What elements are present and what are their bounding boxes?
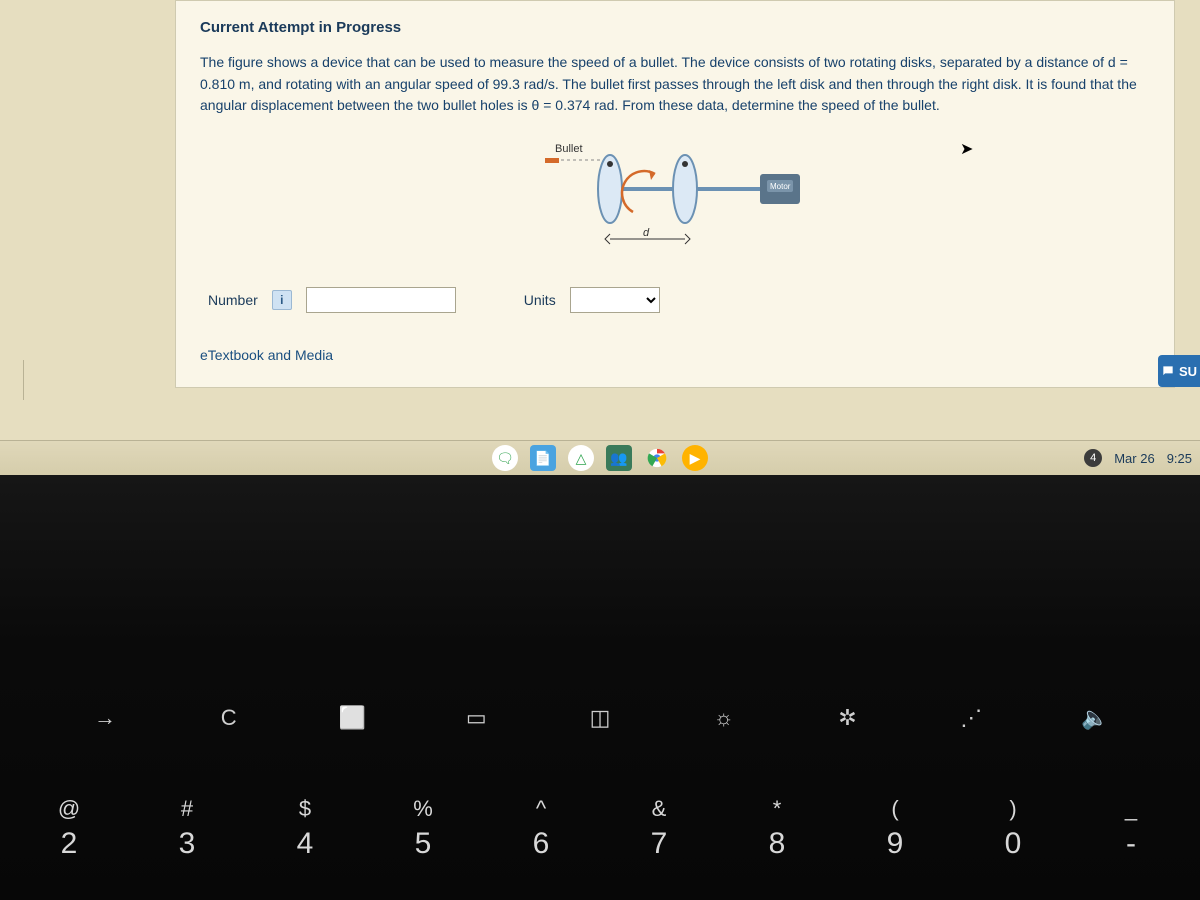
left-hole	[607, 161, 613, 167]
motor-label: Motor	[770, 182, 791, 191]
play-icon[interactable]: ▶	[682, 445, 708, 471]
number-label: Number	[208, 292, 258, 308]
rotation-arrow	[622, 171, 655, 212]
mouse-cursor-icon: ➤	[960, 139, 973, 159]
num-key: _-	[1081, 795, 1181, 863]
fn-key: ◫	[555, 705, 645, 731]
distance-label: d	[643, 227, 650, 239]
chat-icon	[1161, 364, 1175, 378]
attempt-status: Current Attempt in Progress	[200, 19, 1150, 36]
left-dock-fragment	[0, 360, 24, 400]
num-key: @2	[19, 795, 119, 863]
fn-key: 🔈	[1050, 705, 1140, 731]
drive-icon[interactable]: △	[568, 445, 594, 471]
taskbar-tray: 4 Mar 26 9:25	[1084, 449, 1192, 467]
figure-area: Bullet Motor	[200, 129, 1150, 269]
fn-key: ▭	[431, 705, 521, 731]
problem-statement: The figure shows a device that can be us…	[200, 52, 1150, 117]
num-key: )0	[963, 795, 1063, 863]
screen-area: Current Attempt in Progress The figure s…	[0, 0, 1200, 475]
number-input[interactable]	[306, 287, 456, 313]
function-key-row: → C ⬜ ▭ ◫ ☼ ✲ ⋰ 🔈	[60, 705, 1140, 731]
num-key: $4	[255, 795, 355, 863]
fn-key: C	[184, 705, 274, 731]
fn-key: ⬜	[308, 705, 398, 731]
bullet-label: Bullet	[555, 143, 583, 155]
dim-arrow-left	[605, 234, 610, 244]
num-key: (9	[845, 795, 945, 863]
notification-badge[interactable]: 4	[1084, 449, 1102, 467]
laptop-keyboard-area: → C ⬜ ▭ ◫ ☼ ✲ ⋰ 🔈 @2 #3 $4 %5 ^6 &7 *8 (…	[0, 475, 1200, 900]
answer-input-row: Number i Units	[200, 287, 1150, 313]
number-key-row: @2 #3 $4 %5 ^6 &7 *8 (9 )0 _-	[0, 795, 1200, 863]
units-select[interactable]	[570, 287, 660, 313]
taskbar-center-icons: 🗨 📄 △ 👥 ▶	[492, 445, 708, 471]
support-tab-label: SU	[1179, 364, 1197, 379]
num-key: ^6	[491, 795, 591, 863]
hangouts-icon[interactable]: 🗨	[492, 445, 518, 471]
support-side-tab[interactable]: SU	[1158, 355, 1200, 387]
taskbar-time: 9:25	[1167, 451, 1192, 466]
question-panel: Current Attempt in Progress The figure s…	[175, 0, 1175, 388]
fn-key: ☼	[679, 705, 769, 731]
fn-key: ✲	[803, 705, 893, 731]
classroom-icon[interactable]: 👥	[606, 445, 632, 471]
docs-icon[interactable]: 📄	[530, 445, 556, 471]
dim-arrow-right	[685, 234, 690, 244]
num-key: *8	[727, 795, 827, 863]
fn-key: →	[60, 705, 150, 731]
right-hole	[682, 161, 688, 167]
num-key: #3	[137, 795, 237, 863]
units-label: Units	[524, 292, 556, 308]
taskbar-date: Mar 26	[1114, 451, 1154, 466]
bullet-device-figure: Bullet Motor	[515, 134, 835, 264]
etextbook-link[interactable]: eTextbook and Media	[200, 337, 1150, 363]
taskbar: 🗨 📄 △ 👥 ▶ 4 Mar 26 9:25	[0, 440, 1200, 475]
num-key: %5	[373, 795, 473, 863]
info-icon[interactable]: i	[272, 290, 292, 310]
chrome-icon[interactable]	[644, 445, 670, 471]
bullet-shape	[545, 158, 559, 163]
fn-key: ⋰	[926, 705, 1016, 731]
num-key: &7	[609, 795, 709, 863]
